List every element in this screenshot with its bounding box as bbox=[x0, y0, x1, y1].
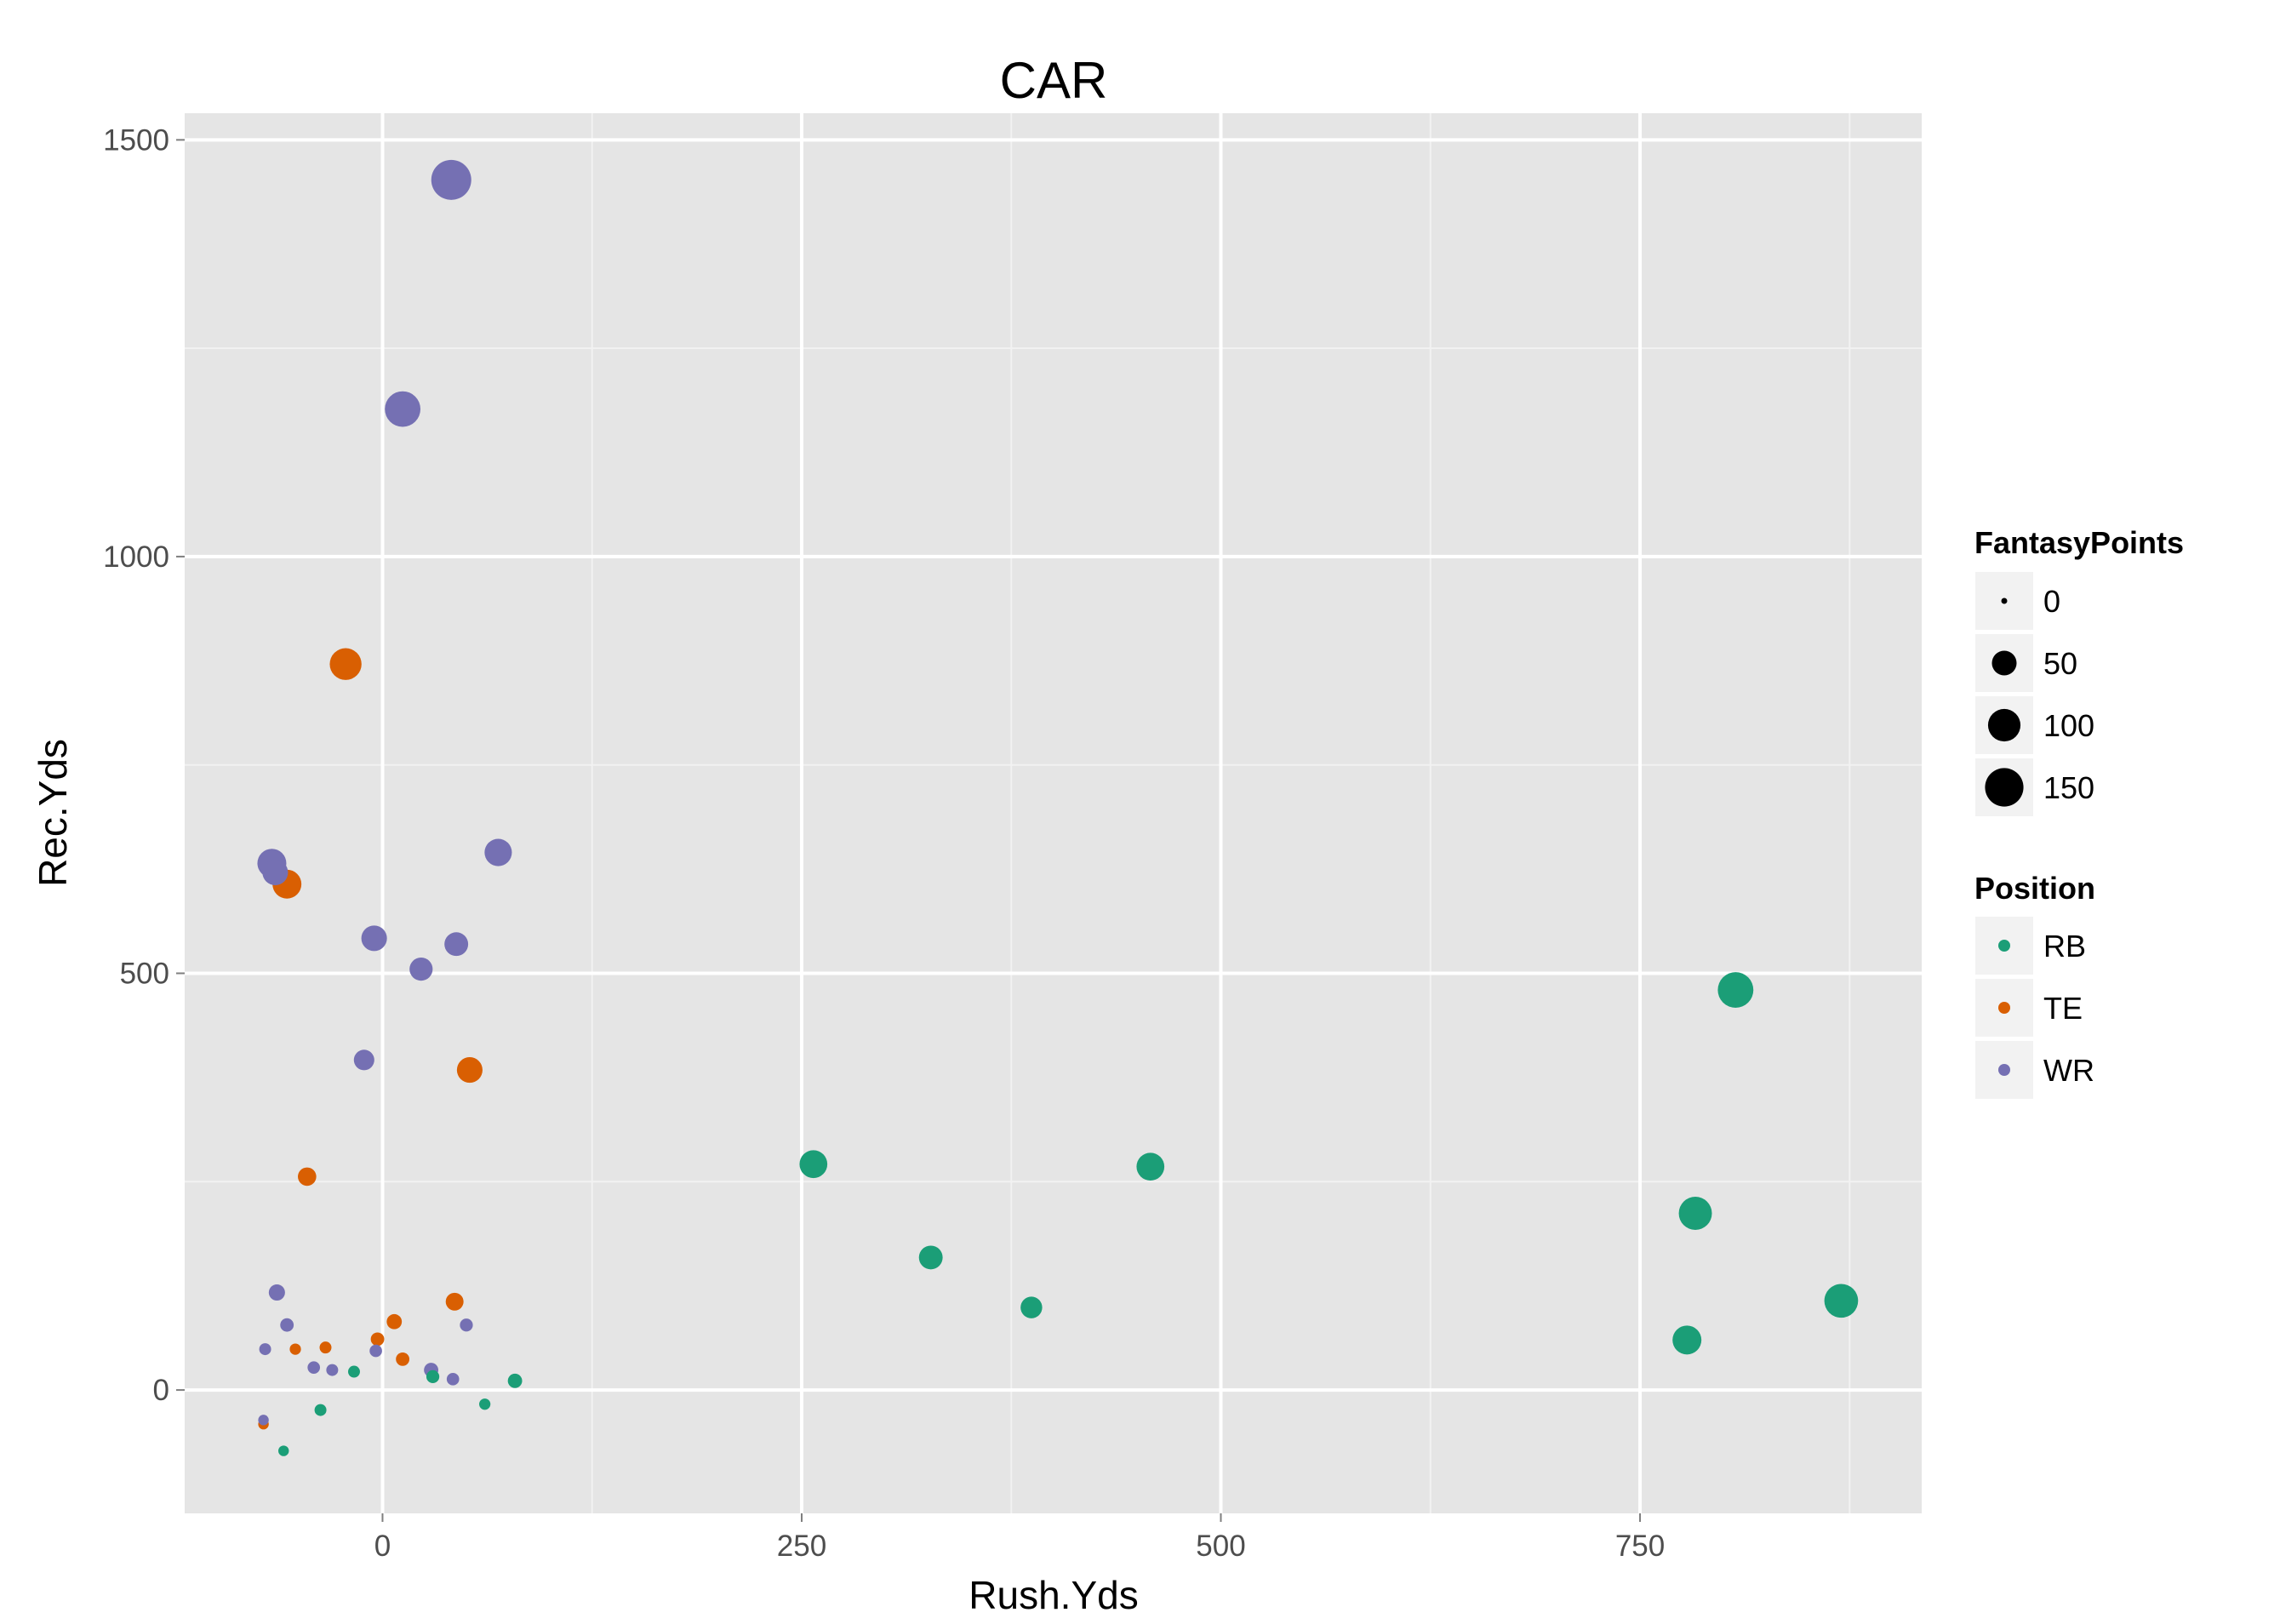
point-rb bbox=[479, 1398, 491, 1410]
point-rb bbox=[1678, 1197, 1712, 1230]
point-rb bbox=[314, 1404, 327, 1416]
point-wr bbox=[259, 1343, 271, 1356]
point-rb bbox=[1824, 1284, 1859, 1318]
size-legend-label: 50 bbox=[2043, 646, 2077, 681]
point-te bbox=[396, 1352, 410, 1366]
legend: FantasyPoints 0 50 100 150 Position RB TE WR bbox=[1974, 525, 2184, 1099]
color-legend-keys: RB TE WR bbox=[1975, 917, 2094, 1099]
x-tick-label: 500 bbox=[1196, 1530, 1245, 1563]
point-wr bbox=[307, 1361, 321, 1374]
y-axis: 0 500 1000 1500 bbox=[103, 123, 185, 1407]
point-wr bbox=[460, 1318, 473, 1332]
size-legend-label: 100 bbox=[2043, 708, 2094, 743]
plot-panel bbox=[185, 113, 1922, 1513]
x-axis-title: Rush.Yds bbox=[969, 1573, 1138, 1617]
x-tick-label: 750 bbox=[1615, 1530, 1665, 1563]
size-legend-dot bbox=[1985, 768, 2024, 807]
point-te bbox=[289, 1343, 301, 1355]
point-wr bbox=[268, 1284, 285, 1301]
point-rb bbox=[1136, 1152, 1165, 1181]
size-legend-dot bbox=[2001, 598, 2008, 604]
point-rb bbox=[1020, 1296, 1043, 1318]
point-wr bbox=[385, 391, 421, 427]
point-wr bbox=[444, 932, 469, 957]
y-tick-label: 1000 bbox=[103, 540, 169, 574]
point-wr bbox=[262, 859, 289, 886]
point-rb bbox=[918, 1245, 943, 1270]
point-wr bbox=[258, 1415, 269, 1426]
point-te bbox=[329, 648, 362, 680]
point-te bbox=[319, 1341, 332, 1354]
size-legend-label: 0 bbox=[2043, 584, 2060, 619]
color-legend-label: WR bbox=[2043, 1053, 2094, 1088]
point-wr bbox=[369, 1344, 382, 1358]
point-rb bbox=[1717, 972, 1754, 1008]
point-wr bbox=[353, 1049, 374, 1071]
y-tick-label: 0 bbox=[153, 1374, 169, 1407]
point-te bbox=[456, 1057, 483, 1084]
point-wr bbox=[361, 925, 387, 952]
size-legend-title: FantasyPoints bbox=[1974, 525, 2184, 560]
x-tick-label: 250 bbox=[777, 1530, 826, 1563]
x-tick-label: 0 bbox=[374, 1530, 391, 1563]
data-points bbox=[257, 159, 1859, 1456]
point-rb bbox=[799, 1150, 828, 1179]
major-gridlines bbox=[185, 113, 1922, 1513]
point-te bbox=[445, 1292, 464, 1311]
size-legend-dot bbox=[1987, 708, 2021, 742]
minor-gridlines bbox=[185, 113, 1922, 1513]
point-wr bbox=[280, 1318, 294, 1332]
point-rb bbox=[1672, 1325, 1702, 1355]
point-te bbox=[370, 1332, 385, 1347]
y-tick-label: 1500 bbox=[103, 123, 169, 157]
point-rb bbox=[507, 1373, 523, 1388]
color-legend-dot bbox=[1998, 1002, 2010, 1014]
point-te bbox=[298, 1167, 317, 1187]
chart-title: CAR bbox=[1000, 52, 1108, 109]
point-wr bbox=[431, 159, 471, 200]
color-legend-dot bbox=[1998, 1064, 2010, 1076]
color-legend-title: Position bbox=[1974, 871, 2095, 906]
color-legend-dot bbox=[1998, 940, 2010, 952]
size-legend-keys: 0 50 100 150 bbox=[1975, 572, 2094, 816]
x-axis: 0 250 500 750 bbox=[374, 1513, 1665, 1563]
point-rb bbox=[347, 1365, 360, 1378]
point-wr bbox=[484, 838, 512, 866]
color-legend-label: RB bbox=[2043, 929, 2086, 964]
point-rb bbox=[278, 1445, 289, 1456]
point-te bbox=[386, 1313, 403, 1330]
point-wr bbox=[409, 958, 433, 981]
point-wr bbox=[446, 1373, 460, 1386]
point-rb bbox=[426, 1370, 440, 1384]
size-legend-label: 150 bbox=[2043, 770, 2094, 805]
y-axis-title: Rec.Yds bbox=[31, 739, 75, 887]
color-legend-label: TE bbox=[2043, 991, 2083, 1026]
size-legend-dot bbox=[1991, 650, 2017, 676]
point-wr bbox=[326, 1364, 339, 1376]
y-tick-label: 500 bbox=[120, 958, 169, 991]
